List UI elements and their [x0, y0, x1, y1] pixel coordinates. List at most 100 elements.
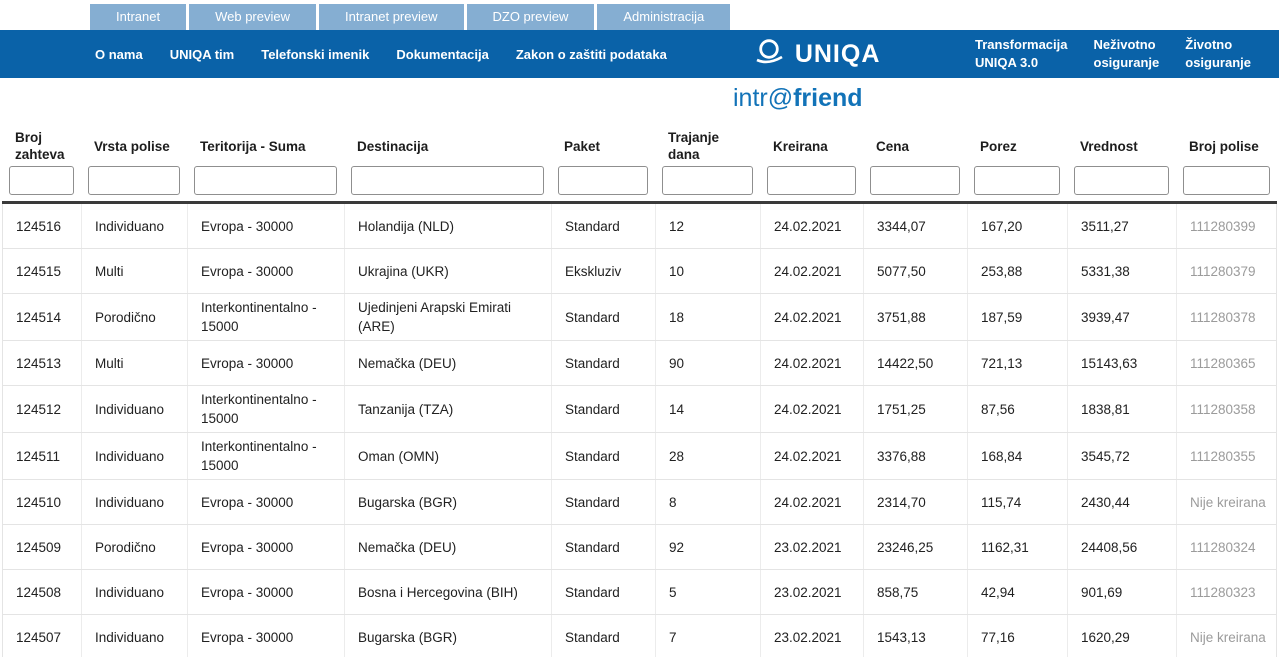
navbar-right-link-line2: osiguranje [1185, 55, 1251, 70]
navbar-right-link[interactable]: Neživotno osiguranje [1094, 36, 1160, 72]
filter-cell [863, 166, 967, 195]
column-filter-input[interactable] [1183, 166, 1270, 195]
cell-teritorija-suma: Evropa - 30000 [188, 204, 345, 248]
cell-destinacija: Ukrajina (UKR) [345, 249, 552, 293]
filter-cell [1176, 166, 1277, 195]
cell-cena: 23246,25 [864, 525, 968, 569]
cell-kreirana: 24.02.2021 [761, 480, 864, 524]
cell-paket: Standard [552, 480, 656, 524]
cell-vrsta-polise: Individuano [82, 480, 188, 524]
column-header[interactable]: Kreirana [773, 138, 828, 154]
cell-paket: Standard [552, 615, 656, 657]
navbar-link[interactable]: Dokumentacija [396, 46, 489, 62]
cell-teritorija-suma: Evropa - 30000 [188, 341, 345, 385]
top-tab[interactable]: Intranet preview [319, 4, 464, 30]
filter-cell [967, 166, 1067, 195]
cell-trajanje-dana: 14 [656, 386, 761, 432]
cell-vrsta-polise: Individuano [82, 570, 188, 614]
cell-vrednost: 3939,47 [1068, 294, 1177, 340]
cell-porez: 1162,31 [968, 525, 1068, 569]
table-row: 124515 Multi Evropa - 30000 Ukrajina (UK… [2, 249, 1277, 294]
cell-kreirana: 24.02.2021 [761, 294, 864, 340]
filter-cell [760, 166, 863, 195]
top-tab[interactable]: Web preview [189, 4, 316, 30]
navbar-right-link[interactable]: Transformacija UNIQA 3.0 [975, 36, 1068, 72]
cell-teritorija-suma: Interkontinentalno - 15000 [188, 386, 345, 432]
cell-destinacija: Bosna i Hercegovina (BIH) [345, 570, 552, 614]
cell-destinacija: Ujedinjeni Arapski Emirati (ARE) [345, 294, 552, 340]
cell-cena: 3344,07 [864, 204, 968, 248]
cell-destinacija: Tanzanija (TZA) [345, 386, 552, 432]
cell-cena: 3751,88 [864, 294, 968, 340]
cell-porez: 721,13 [968, 341, 1068, 385]
cell-porez: 167,20 [968, 204, 1068, 248]
column-filter-input[interactable] [9, 166, 74, 195]
column-header[interactable]: Porez [980, 138, 1017, 154]
cell-teritorija-suma: Interkontinentalno - 15000 [188, 294, 345, 340]
filter-cell [1067, 166, 1176, 195]
column-header[interactable]: Broj zahteva [15, 130, 65, 162]
column-filter-input[interactable] [351, 166, 544, 195]
cell-teritorija-suma: Interkontinentalno - 15000 [188, 433, 345, 479]
cell-broj-zahteva: 124509 [3, 525, 82, 569]
cell-vrednost: 3511,27 [1068, 204, 1177, 248]
column-header[interactable]: Vrednost [1080, 138, 1138, 154]
cell-trajanje-dana: 10 [656, 249, 761, 293]
navbar-right-link[interactable]: Životno osiguranje [1185, 36, 1251, 72]
cell-porez: 115,74 [968, 480, 1068, 524]
cell-paket: Standard [552, 341, 656, 385]
cell-cena: 2314,70 [864, 480, 968, 524]
cell-broj-zahteva: 124512 [3, 386, 82, 432]
cell-broj-zahteva: 124516 [3, 204, 82, 248]
navbar-link[interactable]: O nama [95, 46, 143, 62]
uniqa-logo: UNIQA [753, 38, 881, 71]
table-row: 124516 Individuano Evropa - 30000 Holand… [2, 204, 1277, 249]
cell-kreirana: 24.02.2021 [761, 386, 864, 432]
column-filter-input[interactable] [88, 166, 180, 195]
column-filter-input[interactable] [974, 166, 1060, 195]
column-header[interactable]: Destinacija [357, 138, 429, 154]
top-tab[interactable]: Intranet [90, 4, 187, 30]
cell-broj-polise: 111280365 [1190, 355, 1256, 371]
cell-paket: Ekskluziv [552, 249, 656, 293]
table-row: 124511 Individuano Interkontinentalno - … [2, 433, 1277, 480]
intrafriend-logo: intr@friend [733, 84, 863, 113]
cell-vrednost: 24408,56 [1068, 525, 1177, 569]
filter-cell [655, 166, 760, 195]
cell-paket: Standard [552, 294, 656, 340]
top-tab[interactable]: Administracija [597, 4, 731, 30]
navbar-link[interactable]: UNIQA tim [169, 46, 235, 62]
table-row: 124513 Multi Evropa - 30000 Nemačka (DEU… [2, 341, 1277, 386]
column-filter-input[interactable] [662, 166, 753, 195]
cell-trajanje-dana: 12 [656, 204, 761, 248]
cell-destinacija: Nemačka (DEU) [345, 525, 552, 569]
column-header[interactable]: Paket [564, 138, 601, 154]
navbar-right-link-line2: osiguranje [1093, 55, 1160, 70]
table-row: 124507 Individuano Evropa - 30000 Bugars… [2, 615, 1277, 657]
column-header[interactable]: Cena [876, 138, 910, 154]
filter-cell [187, 166, 344, 195]
navbar-link[interactable]: Zakon o zaštiti podataka [515, 46, 667, 62]
cell-cena: 1751,25 [864, 386, 968, 432]
cell-cena: 3376,88 [864, 433, 968, 479]
column-filter-input[interactable] [194, 166, 337, 195]
cell-paket: Standard [552, 433, 656, 479]
navbar-link[interactable]: Telefonski imenik [261, 46, 370, 62]
cell-vrednost: 5331,38 [1068, 249, 1177, 293]
column-header[interactable]: Broj polise [1189, 138, 1259, 154]
cell-teritorija-suma: Evropa - 30000 [188, 249, 345, 293]
cell-vrsta-polise: Porodično [82, 294, 188, 340]
column-filter-input[interactable] [558, 166, 648, 195]
column-filter-input[interactable] [767, 166, 856, 195]
navbar-right-link-line2: UNIQA 3.0 [975, 55, 1039, 70]
column-header[interactable]: Trajanje dana [668, 130, 720, 162]
table-row: 124514 Porodično Interkontinentalno - 15… [2, 294, 1277, 341]
column-header[interactable]: Teritorija - Suma [200, 138, 306, 154]
column-filter-input[interactable] [1074, 166, 1169, 195]
cell-paket: Standard [552, 570, 656, 614]
top-tab[interactable]: DZO preview [466, 4, 595, 30]
column-filter-input[interactable] [870, 166, 960, 195]
cell-vrsta-polise: Individuano [82, 615, 188, 657]
cell-vrednost: 15143,63 [1068, 341, 1177, 385]
column-header[interactable]: Vrsta polise [94, 138, 170, 154]
